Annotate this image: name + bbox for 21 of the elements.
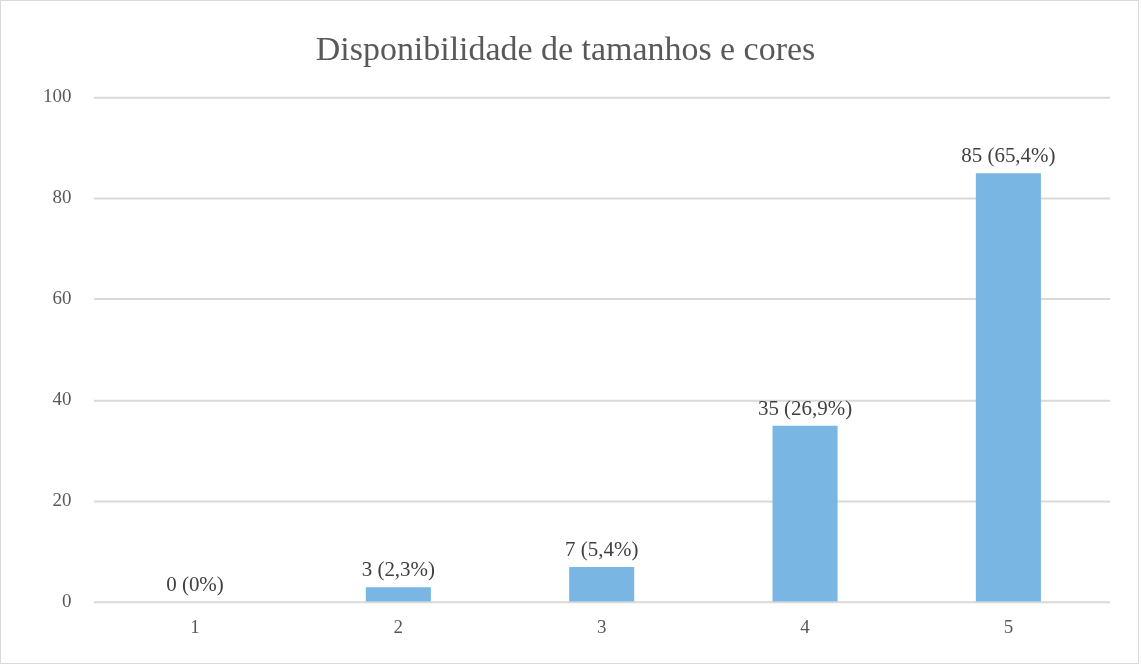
bar (569, 567, 635, 602)
x-tick-label: 3 (596, 615, 607, 637)
data-label: 3 (2,3%) (361, 557, 436, 582)
data-label: 85 (65,4%) (961, 143, 1056, 168)
x-tick-label: 4 (800, 615, 811, 637)
y-tick-label: 20 (52, 489, 72, 511)
data-label: 35 (26,9%) (757, 395, 853, 420)
y-tick-label: 80 (52, 186, 72, 208)
bar (975, 173, 1041, 602)
data-label: 0 (0%) (166, 572, 224, 597)
x-tick-label: 5 (1003, 615, 1014, 637)
chart-title: Disponibilidade de tamanhos e cores (315, 30, 816, 68)
bar (365, 587, 431, 602)
bar (772, 425, 838, 602)
y-tick-label: 40 (52, 388, 72, 410)
y-tick-label: 60 (52, 287, 72, 309)
x-tick-label: 2 (393, 615, 404, 637)
y-tick-label: 0 (61, 590, 72, 612)
data-label: 7 (5,4%) (565, 537, 639, 562)
x-tick-label: 1 (190, 615, 200, 637)
y-tick-label: 100 (42, 85, 72, 107)
